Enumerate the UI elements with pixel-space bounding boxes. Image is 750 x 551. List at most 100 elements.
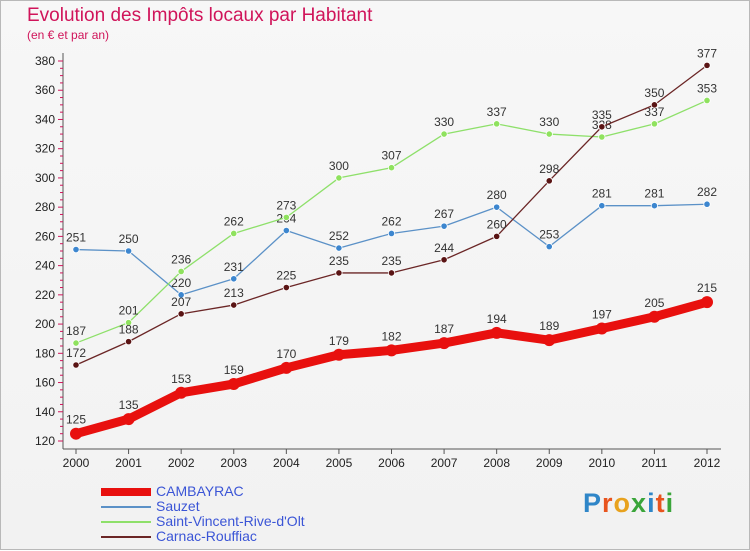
data-label-sauzet: 252: [329, 229, 349, 243]
data-point-sauzet: [703, 200, 711, 208]
x-tick-label: 2001: [115, 456, 142, 470]
data-label-cambayrac: 187: [434, 322, 454, 336]
data-label-saint-vincent-rive-d-olt: 201: [119, 304, 139, 318]
logo-letter: o: [613, 488, 632, 518]
data-point-carnac-rouffiac: [493, 232, 501, 240]
logo-letter: P: [583, 488, 603, 518]
x-tick-label: 2003: [220, 456, 247, 470]
x-tick-label: 2004: [273, 456, 300, 470]
data-point-saint-vincent-rive-d-olt: [650, 120, 659, 128]
legend-label-saint-vincent: Saint-Vincent-Rive-d'Olt: [156, 513, 305, 529]
y-tick-label: 380: [35, 54, 55, 68]
data-label-carnac-rouffiac: 377: [697, 46, 717, 60]
data-label-saint-vincent-rive-d-olt: 187: [66, 324, 86, 338]
data-point-saint-vincent-rive-d-olt: [387, 164, 396, 172]
data-label-carnac-rouffiac: 260: [487, 217, 507, 231]
data-label-saint-vincent-rive-d-olt: 307: [381, 149, 401, 163]
data-label-sauzet: 280: [487, 188, 507, 202]
data-point-saint-vincent-rive-d-olt: [72, 339, 80, 347]
data-label-cambayrac: 170: [276, 347, 296, 361]
data-label-carnac-rouffiac: 172: [66, 346, 86, 360]
proxiti-logo: Proxiti: [583, 488, 674, 519]
chart-subtitle: (en € et par an): [27, 28, 110, 42]
data-label-saint-vincent-rive-d-olt: 330: [539, 115, 559, 129]
y-tick-label: 140: [35, 405, 55, 419]
data-label-saint-vincent-rive-d-olt: 273: [276, 198, 296, 212]
legend-label-sauzet: Sauzet: [156, 498, 200, 514]
data-label-cambayrac: 179: [329, 334, 349, 348]
x-tick-label: 2010: [588, 456, 615, 470]
data-label-cambayrac: 182: [381, 329, 401, 343]
legend-swatch-carnac: [101, 536, 151, 538]
data-point-carnac-rouffiac: [545, 177, 553, 185]
data-label-carnac-rouffiac: 244: [434, 241, 454, 255]
data-label-sauzet: 267: [434, 207, 454, 221]
data-point-cambayrac: [280, 361, 293, 374]
data-label-saint-vincent-rive-d-olt: 337: [487, 105, 507, 119]
data-label-carnac-rouffiac: 188: [119, 323, 139, 337]
data-point-carnac-rouffiac: [440, 256, 448, 264]
x-tick-label: 2000: [63, 456, 90, 470]
data-label-carnac-rouffiac: 235: [381, 254, 401, 268]
data-point-saint-vincent-rive-d-olt: [703, 96, 711, 105]
data-point-carnac-rouffiac: [703, 61, 711, 69]
y-tick-label: 260: [35, 229, 55, 243]
data-label-cambayrac: 197: [592, 307, 612, 321]
data-point-sauzet: [335, 244, 343, 252]
x-tick-label: 2002: [168, 456, 195, 470]
logo-letter: r: [602, 488, 614, 518]
data-point-cambayrac: [70, 427, 82, 440]
data-label-sauzet: 253: [539, 228, 559, 242]
data-point-cambayrac: [648, 310, 661, 323]
data-point-sauzet: [124, 247, 133, 255]
x-tick-label: 2008: [483, 456, 510, 470]
data-point-sauzet: [650, 202, 659, 210]
data-point-carnac-rouffiac: [72, 361, 80, 369]
logo-letter: t: [655, 488, 666, 518]
data-point-carnac-rouffiac: [230, 301, 238, 309]
legend-label-cambayrac: CAMBAYRAC: [156, 483, 244, 499]
data-point-sauzet: [387, 229, 396, 238]
x-tick-label: 2009: [536, 456, 563, 470]
data-point-saint-vincent-rive-d-olt: [282, 213, 290, 221]
data-point-cambayrac: [385, 344, 398, 357]
data-point-sauzet: [440, 222, 448, 230]
data-label-saint-vincent-rive-d-olt: 337: [644, 105, 664, 119]
y-tick-label: 120: [35, 434, 55, 448]
data-point-carnac-rouffiac: [598, 123, 606, 131]
data-label-carnac-rouffiac: 235: [329, 254, 349, 268]
y-tick-label: 280: [35, 200, 55, 214]
data-point-saint-vincent-rive-d-olt: [230, 229, 238, 238]
y-tick-label: 320: [35, 142, 55, 156]
data-point-saint-vincent-rive-d-olt: [177, 267, 185, 276]
y-tick-label: 180: [35, 346, 55, 360]
data-label-carnac-rouffiac: 298: [539, 162, 559, 176]
data-label-cambayrac: 205: [644, 296, 664, 310]
data-point-cambayrac: [595, 322, 608, 335]
legend-label-carnac: Carnac-Rouffiac: [156, 528, 257, 544]
data-label-saint-vincent-rive-d-olt: 262: [224, 214, 244, 228]
data-label-carnac-rouffiac: 225: [276, 269, 296, 283]
logo-letter: x: [631, 488, 648, 518]
y-tick-label: 220: [35, 288, 55, 302]
data-point-carnac-rouffiac: [124, 338, 133, 346]
data-point-cambayrac: [227, 378, 240, 390]
data-point-cambayrac: [438, 337, 451, 350]
data-point-carnac-rouffiac: [650, 101, 659, 109]
y-tick-label: 160: [35, 376, 55, 390]
data-point-saint-vincent-rive-d-olt: [440, 130, 448, 138]
data-point-cambayrac: [332, 348, 345, 361]
data-point-sauzet: [230, 275, 238, 283]
data-label-sauzet: 262: [381, 214, 401, 228]
data-point-sauzet: [545, 243, 553, 251]
legend-swatch-sauzet: [101, 506, 151, 508]
data-label-saint-vincent-rive-d-olt: 353: [697, 81, 717, 95]
data-point-cambayrac: [122, 413, 135, 426]
data-point-cambayrac: [175, 386, 188, 399]
data-label-sauzet: 281: [592, 187, 612, 201]
y-tick-label: 240: [35, 259, 55, 273]
data-point-carnac-rouffiac: [387, 269, 396, 277]
data-label-carnac-rouffiac: 350: [644, 86, 664, 100]
data-point-sauzet: [493, 203, 501, 211]
